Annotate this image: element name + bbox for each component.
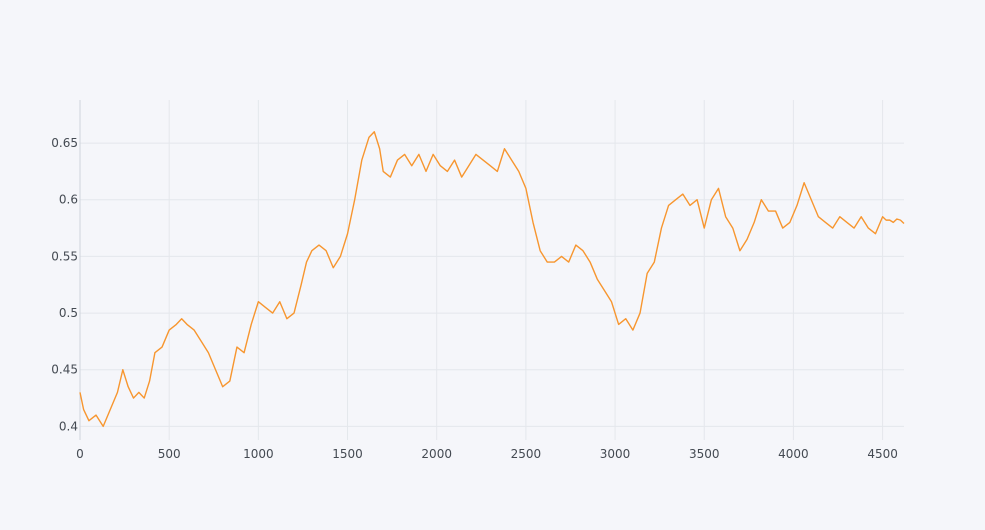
y-tick-label: 0.5 [59,306,78,320]
x-tick-label: 500 [158,447,181,461]
y-tick-label: 0.55 [51,249,78,263]
grid [80,100,904,440]
x-tick-label: 4000 [778,447,809,461]
y-tick-label: 0.65 [51,136,78,150]
y-tick-label: 0.6 [59,193,78,207]
x-tick-label: 1000 [243,447,274,461]
y-tick-label: 0.45 [51,363,78,377]
x-tick-label: 4500 [867,447,898,461]
x-tick-label: 1500 [332,447,363,461]
x-tick-label: 3500 [689,447,720,461]
x-tick-label: 3000 [600,447,631,461]
y-tick-label: 0.4 [59,419,78,433]
x-tick-label: 2500 [511,447,542,461]
axes: 0 500 1000 1500 2000 2500 3000 3500 4000 4500 0.4 0… [51,100,898,461]
x-tick-label: 2000 [421,447,452,461]
series-line [79,131,905,428]
series-layer [79,131,905,428]
x-tick-label: 0 [76,447,84,461]
